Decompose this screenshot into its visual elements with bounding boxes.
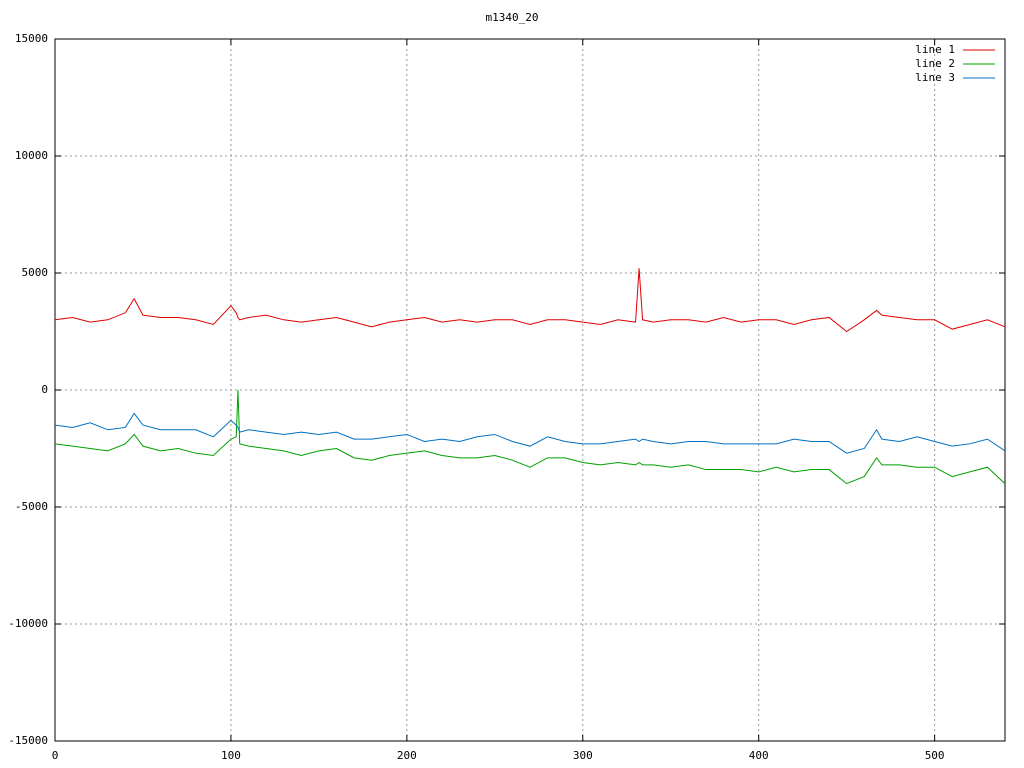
y-tick-label: 15000 (15, 32, 48, 45)
y-tick-label: -10000 (8, 617, 48, 630)
chart-title: m1340_20 (486, 11, 539, 24)
y-tick-label: 0 (41, 383, 48, 396)
x-tick-label: 500 (925, 749, 945, 762)
y-tick-label: -5000 (15, 500, 48, 513)
x-tick-label: 400 (749, 749, 769, 762)
legend-label: line 2 (915, 57, 955, 70)
legend-label: line 1 (915, 43, 955, 56)
plot-frame (54, 38, 1006, 742)
series-line (54, 412, 1006, 454)
y-tick-label: 5000 (22, 266, 49, 279)
x-tick-label: 300 (573, 749, 593, 762)
x-tick-label: 100 (221, 749, 241, 762)
y-tick-label: 10000 (15, 149, 48, 162)
legend-label: line 3 (915, 71, 955, 84)
series-line (54, 268, 1006, 333)
y-tick-label: -15000 (8, 734, 48, 747)
x-tick-label: 0 (52, 749, 59, 762)
series-line (54, 389, 1006, 485)
x-tick-label: 200 (397, 749, 417, 762)
